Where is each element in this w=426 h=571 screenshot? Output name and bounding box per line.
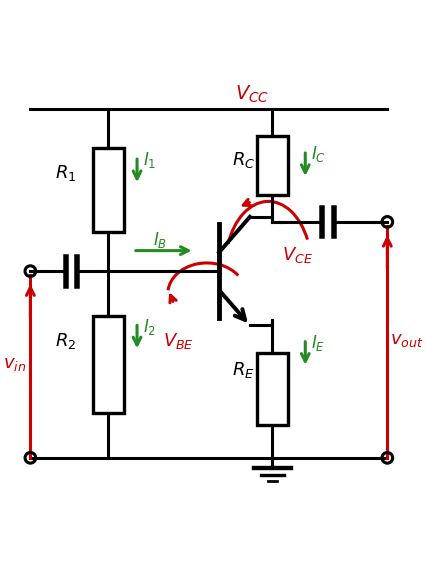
Text: $R_E$: $R_E$	[232, 360, 254, 380]
Text: $I_2$: $I_2$	[143, 316, 156, 336]
Text: $R_C$: $R_C$	[232, 150, 255, 170]
Text: $V_{CE}$: $V_{CE}$	[281, 245, 312, 265]
Bar	[256, 353, 288, 425]
Text: $v_{in}$: $v_{in}$	[3, 356, 26, 373]
Text: $I_1$: $I_1$	[143, 150, 156, 170]
Bar	[92, 316, 124, 413]
Text: $v_{out}$: $v_{out}$	[389, 331, 423, 349]
Text: $I_C$: $I_C$	[311, 144, 325, 164]
Bar	[256, 136, 288, 195]
Text: $I_E$: $I_E$	[311, 333, 325, 353]
Text: $V_{BE}$: $V_{BE}$	[162, 331, 193, 351]
Text: $R_2$: $R_2$	[55, 331, 76, 351]
Text: $R_1$: $R_1$	[55, 163, 76, 183]
Bar	[92, 148, 124, 232]
Text: $I_B$: $I_B$	[152, 230, 166, 250]
Text: $V_{CC}$: $V_{CC}$	[234, 84, 268, 106]
